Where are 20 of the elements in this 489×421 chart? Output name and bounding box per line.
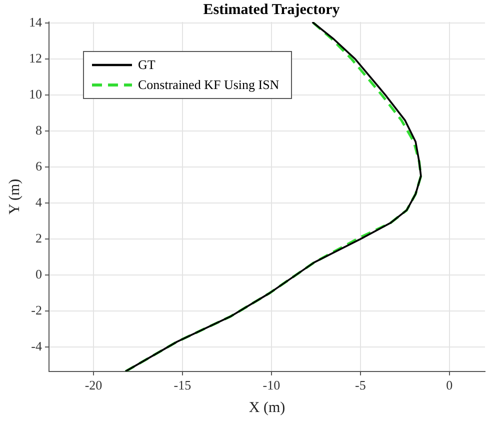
y-tick-label: 10 — [29, 86, 42, 102]
chart-title: Estimated Trajectory — [202, 1, 341, 20]
y-tick-label: 6 — [36, 158, 42, 174]
x-tick-label: -10 — [262, 378, 280, 393]
x-axis-title: X (m) — [248, 400, 286, 416]
y-axis-title: Y (m) — [6, 178, 23, 215]
x-tick-label: -5 — [355, 378, 366, 393]
y-tick-label: -4 — [31, 338, 42, 354]
y-tick-label: 2 — [36, 230, 42, 246]
y-tick-label: 4 — [36, 194, 42, 210]
x-tick-label: -15 — [174, 378, 192, 393]
y-tick-label: 0 — [36, 266, 42, 282]
y-tick-label: 8 — [36, 122, 42, 138]
y-tick-label: 14 — [29, 14, 42, 30]
y-tick-label: 12 — [29, 50, 42, 66]
x-tick-label: -20 — [84, 378, 102, 393]
legend-label: Constrained KF Using ISN — [138, 77, 280, 93]
y-tick-label: -2 — [31, 302, 42, 318]
x-tick-label: 0 — [446, 378, 453, 393]
legend-label: GT — [138, 57, 156, 73]
